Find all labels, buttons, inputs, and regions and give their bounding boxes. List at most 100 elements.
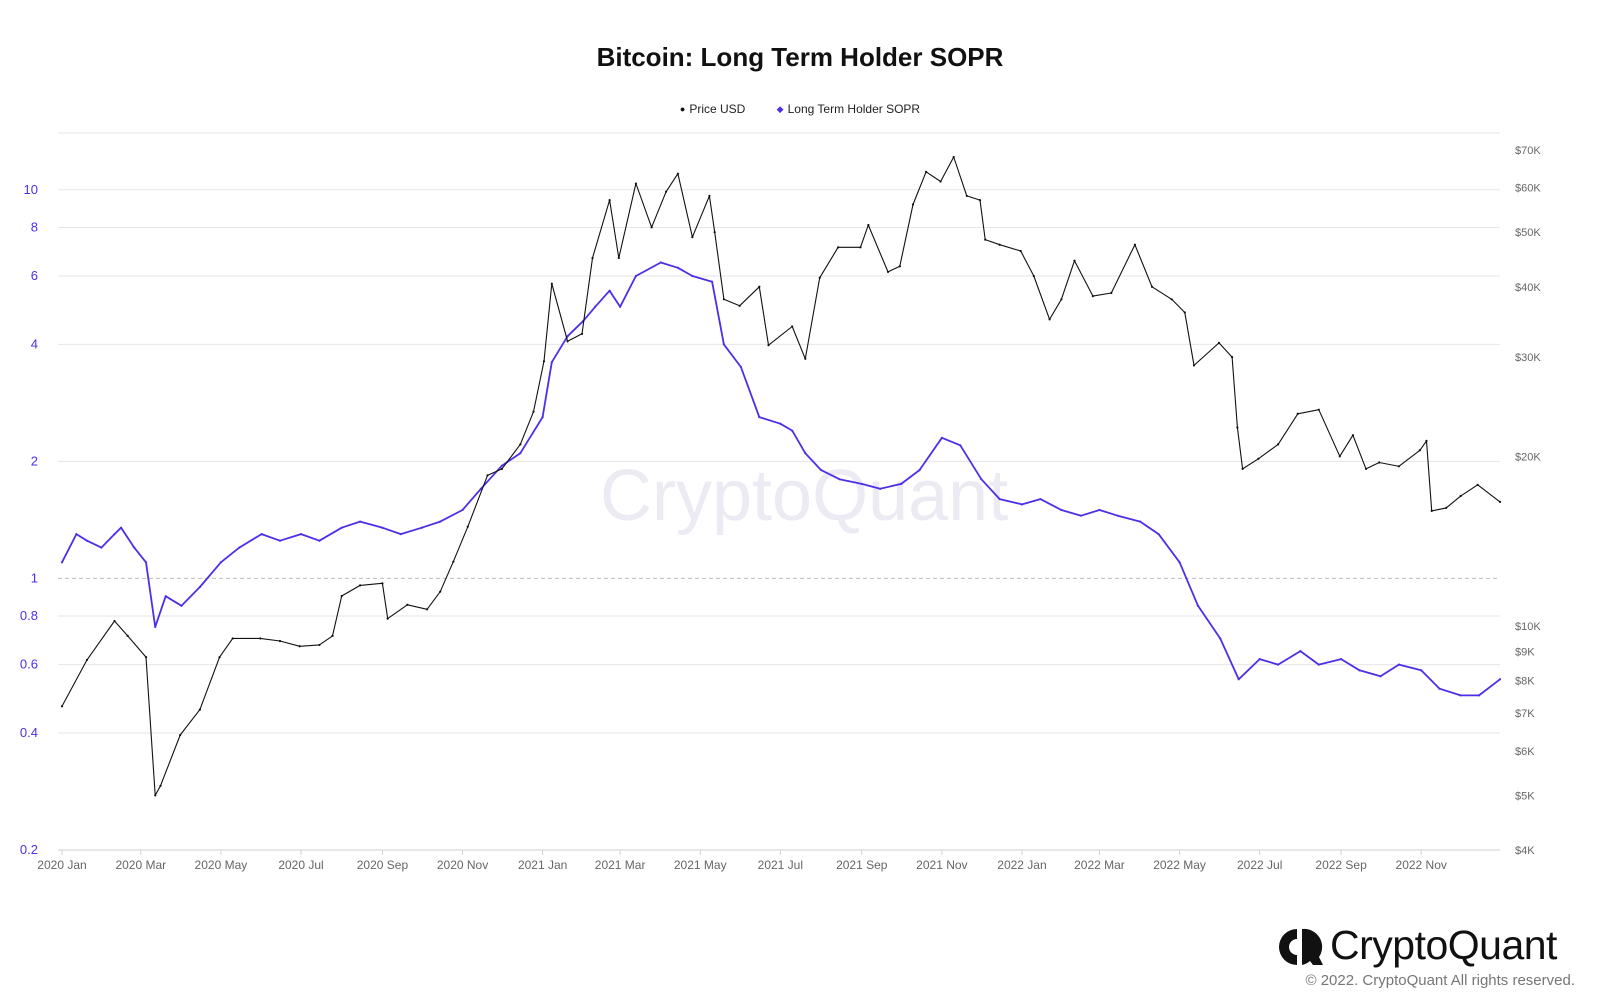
left-tick-label: 0.6 [20, 657, 38, 672]
sopr-point [100, 546, 103, 549]
price-point [1217, 341, 1221, 344]
x-tick-label: 2021 Nov [916, 858, 967, 872]
price-point [1133, 243, 1137, 246]
sopr-point [608, 289, 611, 292]
sopr-point [113, 533, 116, 536]
sopr-point [260, 533, 263, 536]
price-point [1364, 467, 1368, 470]
left-tick-label: 1 [31, 570, 38, 585]
price-point [1183, 311, 1186, 314]
price-point [925, 170, 928, 173]
sopr-point [420, 526, 423, 529]
price-point [179, 733, 182, 737]
x-tick-label: 2020 Mar [115, 858, 166, 872]
sopr-point [791, 429, 794, 432]
left-tick-label: 10 [24, 182, 38, 197]
sopr-point [219, 561, 223, 564]
price-point [1430, 509, 1433, 512]
cryptoquant-logo[interactable]: CryptoQuant [1275, 920, 1575, 970]
sopr-point [340, 526, 343, 529]
price-point [1019, 249, 1022, 253]
chart-title: Bitcoin: Long Term Holder SOPR [596, 42, 1004, 72]
sopr-point [918, 468, 921, 472]
right-tick-label: $20K [1515, 451, 1541, 463]
x-tick-label: 2021 May [674, 858, 727, 872]
sopr-point [838, 478, 841, 481]
price-point [500, 467, 504, 470]
sopr-point [278, 539, 282, 542]
price-point [113, 619, 116, 623]
sopr-point [519, 452, 522, 455]
price-point [1110, 291, 1113, 295]
price-point [1170, 298, 1173, 301]
price-point [159, 784, 162, 787]
cryptoquant-logo-icon [1279, 928, 1323, 965]
price-point [859, 246, 862, 249]
right-tick-label: $70K [1515, 145, 1541, 157]
price-line [61, 156, 1501, 796]
sopr-point [318, 539, 321, 542]
sopr-point [500, 464, 504, 467]
price-point [867, 223, 870, 227]
x-tick-label: 2022 Jul [1237, 858, 1282, 872]
sopr-point [566, 335, 569, 338]
price-point [708, 194, 711, 197]
sopr-point [550, 361, 553, 364]
x-tick-label: 2022 Mar [1074, 858, 1125, 872]
sopr-point [1459, 694, 1462, 697]
left-tick-label: 8 [31, 219, 38, 234]
price-point [154, 794, 157, 797]
sopr-point [980, 478, 983, 481]
x-tick-label: 2021 Jul [758, 858, 803, 872]
left-tick-label: 0.2 [20, 842, 38, 857]
price-point [519, 443, 522, 446]
x-axis: 2020 Jan 2020 Mar 2020 May 2020 Jul 2020 Sep… [37, 849, 1500, 872]
legend-label-price: Price USD [689, 102, 746, 116]
sopr-point [1039, 497, 1042, 501]
price-point [1425, 439, 1428, 443]
price-point [60, 705, 64, 708]
sopr-point [541, 416, 544, 419]
sopr-point [479, 487, 483, 490]
price-point [425, 608, 429, 611]
sopr-point [399, 533, 402, 536]
sopr-point [1098, 508, 1101, 512]
sopr-point [1237, 678, 1240, 681]
legend-label-sopr: Long Term Holder SOPR [787, 102, 921, 116]
price-point [298, 645, 301, 648]
right-tick-label: $9K [1515, 647, 1535, 659]
x-tick-label: 2021 Mar [595, 858, 646, 872]
sopr-point [998, 497, 1001, 501]
right-tick-label: $10K [1515, 621, 1541, 633]
sopr-point [879, 487, 882, 490]
price-point [439, 590, 442, 593]
price-point [580, 332, 584, 335]
sopr-point [299, 533, 303, 536]
price-point [85, 658, 89, 662]
price-point [386, 617, 389, 620]
sopr-point [1420, 669, 1423, 672]
x-tick-label: 2022 Sep [1315, 858, 1367, 872]
right-tick-label: $40K [1515, 282, 1541, 294]
left-axis: 0.2 0.4 0.6 0.8 1 2 4 6 8 10 [20, 182, 38, 857]
sopr-point [739, 365, 743, 369]
price-point [340, 594, 343, 598]
sopr-point [779, 422, 782, 425]
price-point [1418, 449, 1421, 452]
sopr-point [940, 436, 943, 439]
price-point [259, 637, 262, 640]
price-series [60, 155, 1502, 797]
price-point [591, 256, 594, 260]
left-tick-label: 0.4 [20, 725, 38, 740]
price-point [278, 639, 282, 643]
price-point [144, 656, 148, 659]
x-tick-label: 2020 Jan [37, 858, 86, 872]
sopr-point [634, 274, 637, 278]
price-point [1459, 494, 1462, 498]
price-point [1032, 274, 1035, 278]
legend-item-sopr[interactable]: ◆ Long Term Holder SOPR [777, 102, 920, 116]
price-point [486, 474, 489, 477]
price-point [1060, 298, 1063, 301]
legend-item-price[interactable]: ● Price USD [680, 102, 745, 116]
sopr-point [154, 625, 157, 629]
